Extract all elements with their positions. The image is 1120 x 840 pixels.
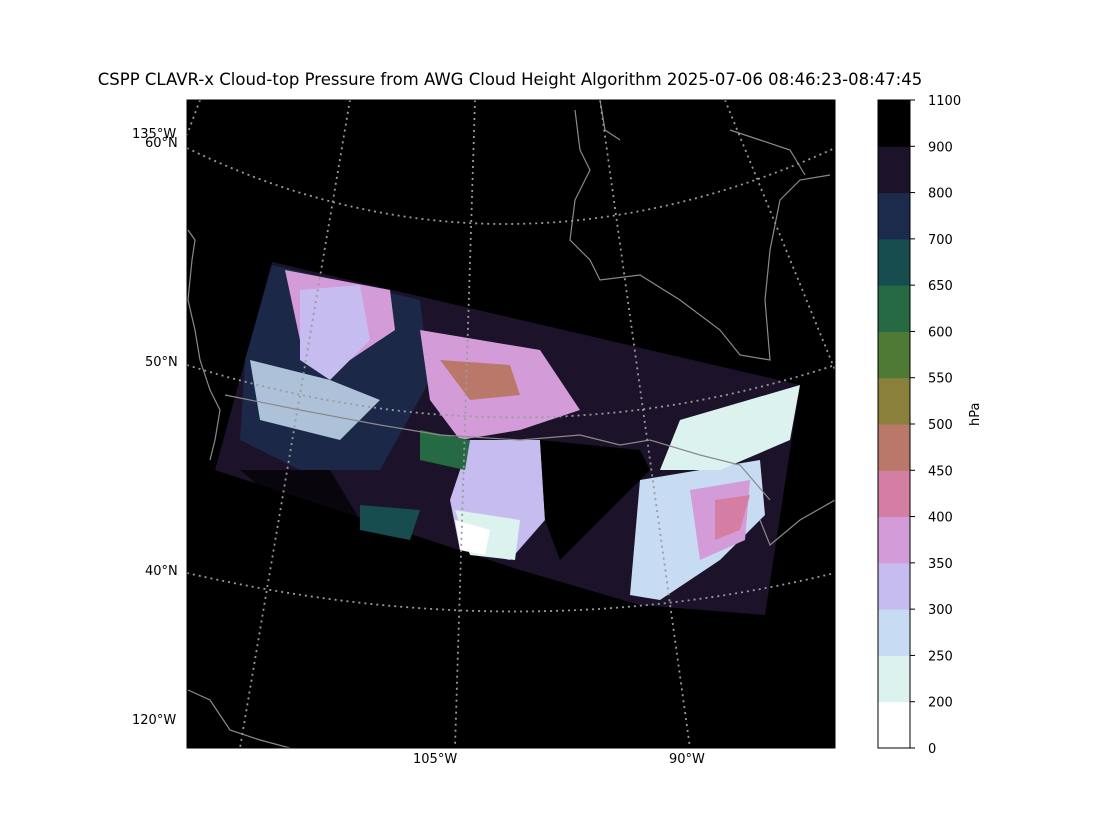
colorbar-tick-label: 500: [928, 418, 953, 433]
lat-label-50n: 50°N: [145, 355, 178, 370]
colorbar-tick-label: 200: [928, 696, 953, 711]
colorbar-tick-label: 900: [928, 140, 953, 155]
colorbar-tick-label: 400: [928, 511, 953, 526]
colorbar-segment: [878, 516, 910, 564]
colorbar-segment: [878, 146, 910, 194]
colorbar-tick-label: 650: [928, 279, 953, 294]
colorbar-tick-label: 550: [928, 372, 953, 387]
colorbar-unit-label: hPa: [968, 402, 983, 426]
colorbar-segment: [878, 192, 910, 240]
colorbar-segment: [878, 609, 910, 656]
lat-label-40n: 40°N: [145, 564, 178, 579]
coastlines: [187, 100, 835, 748]
colorbar-tick-label: 250: [928, 649, 953, 664]
lon-label-120w: 120°W: [132, 713, 177, 728]
graticule: [187, 100, 835, 748]
colorbar-segment: [878, 424, 910, 471]
map-frame: [186, 99, 836, 749]
colorbar-segment: [878, 285, 910, 332]
lon-label-90w: 90°W: [669, 752, 705, 767]
colorbar-segment: [878, 100, 910, 147]
colorbar-segment: [878, 377, 910, 425]
colorbar-tick-label: 300: [928, 603, 953, 618]
colorbar-segment: [878, 238, 910, 286]
colorbar-segment: [878, 331, 910, 379]
lon-label-135w: 135°W: [132, 127, 177, 142]
colorbar-tick-label: 350: [928, 557, 953, 572]
colorbar-tick-label: 0: [928, 742, 936, 757]
colorbar-segment: [878, 562, 910, 610]
colorbar-tick-label: 800: [928, 187, 953, 202]
colorbar-segment: [878, 655, 910, 703]
lon-label-105w: 105°W: [413, 752, 458, 767]
colorbar-tick-label: 1100: [928, 94, 961, 109]
colorbar-segment: [878, 470, 910, 518]
colorbar-segment: [878, 701, 910, 749]
chart-title: CSPP CLAVR-x Cloud-top Pressure from AWG…: [97, 70, 923, 89]
colorbar-tick-label: 600: [928, 325, 953, 340]
lat-label-60n: 60°N: [145, 136, 178, 151]
colorbar-tick-label: 700: [928, 233, 953, 248]
colorbar-tick-label: 450: [928, 464, 953, 479]
